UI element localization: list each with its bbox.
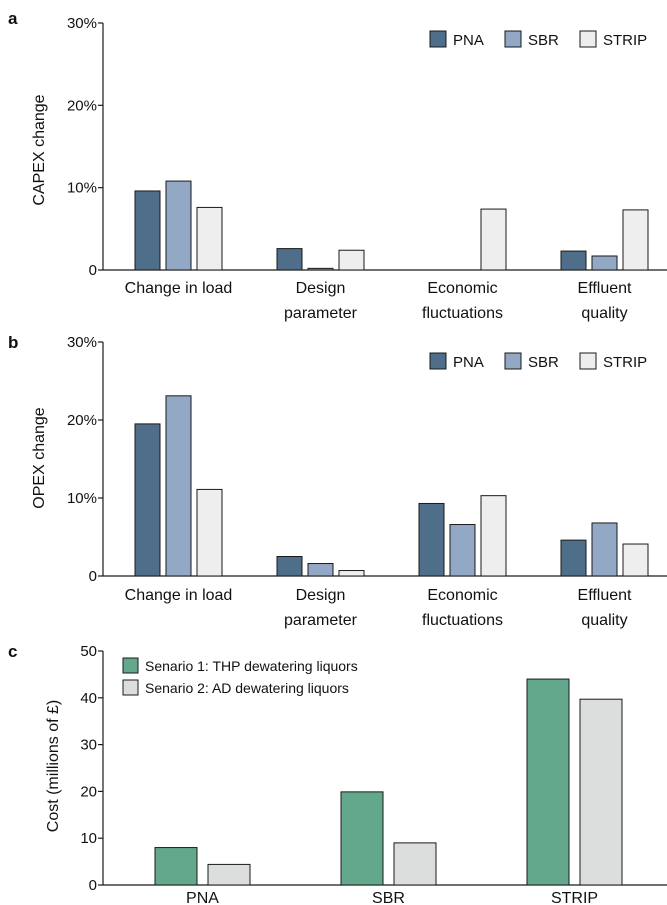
y-tick-label: 10% <box>67 490 97 507</box>
y-tick-label: 30 <box>80 737 97 754</box>
legend-swatch <box>429 352 447 370</box>
y-tick-label: 20% <box>67 412 97 429</box>
bar-strip-economic-fluctuations <box>480 208 507 271</box>
legend-swatch <box>504 352 522 370</box>
x-category-label: Change in load <box>125 587 233 604</box>
bar-strip-effluent-quality <box>622 209 649 271</box>
x-category-label: SBR <box>372 890 405 905</box>
bar-sbr-change-in-load <box>165 395 192 577</box>
x-category-label: Economic <box>427 280 497 297</box>
x-category-label: Design <box>296 587 346 604</box>
bar-sbr-effluent-quality <box>591 255 618 271</box>
bar-pna-economic-fluctuations <box>418 502 445 577</box>
y-tick-label: 30% <box>67 334 97 351</box>
y-tick-label: 10% <box>67 180 97 197</box>
bar-senario-2-strip <box>579 698 623 886</box>
y-tick-label: 0 <box>89 877 97 894</box>
legend-label: SBR <box>528 32 559 49</box>
bar-sbr-effluent-quality <box>591 522 618 577</box>
legend-swatch <box>579 352 597 370</box>
bar-senario-1-strip <box>526 678 570 886</box>
x-category-label: parameter <box>284 612 358 629</box>
bar-senario-2-pna <box>207 863 251 886</box>
bar-sbr-economic-fluctuations <box>449 524 476 577</box>
x-category-label: fluctuations <box>422 612 503 629</box>
x-category-label: PNA <box>186 890 219 905</box>
legend-label: Senario 1: THP dewatering liquors <box>145 658 358 674</box>
y-tick-label: 0 <box>89 568 97 585</box>
bar-strip-design-parameter <box>338 570 365 577</box>
bar-pna-effluent-quality <box>560 250 587 271</box>
legend: PNA SBR STRIP <box>429 352 647 371</box>
bar-pna-change-in-load <box>134 190 161 271</box>
x-category-label: Effluent <box>578 587 633 604</box>
bar-sbr-design-parameter <box>307 267 334 271</box>
x-category-label: Economic <box>427 587 497 604</box>
y-tick-label: 20% <box>67 97 97 114</box>
legend-swatch <box>504 30 522 48</box>
y-tick-label: 40 <box>80 690 97 707</box>
legend-label: SBR <box>528 354 559 371</box>
legend-label: PNA <box>453 32 484 49</box>
bar-strip-change-in-load <box>196 206 223 271</box>
y-tick-label: 30% <box>67 15 97 32</box>
legend: Senario 1: THP dewatering liquors Senario… <box>122 657 358 696</box>
x-category-label: Change in load <box>125 280 233 297</box>
legend-label: Senario 2: AD dewatering liquors <box>145 680 349 696</box>
opex-y-axis-label: OPEX change <box>31 407 48 509</box>
y-tick-label: 50 <box>80 643 97 660</box>
legend-label: STRIP <box>603 354 647 371</box>
panel-b-opex-chart: b OPEX change 0 10% 20% 30% Change in load De… <box>8 333 667 629</box>
x-category-label: Effluent <box>578 280 633 297</box>
panel-b-letter: b <box>8 333 18 352</box>
legend-swatch <box>122 679 139 696</box>
x-category-label: fluctuations <box>422 305 503 322</box>
legend-swatch <box>429 30 447 48</box>
bar-pna-design-parameter <box>276 248 303 271</box>
bar-pna-design-parameter <box>276 556 303 577</box>
bar-sbr-design-parameter <box>307 563 334 577</box>
x-category-label: Design <box>296 280 346 297</box>
panel-a-letter: a <box>8 9 18 28</box>
y-tick-label: 0 <box>89 262 97 279</box>
y-tick-label: 20 <box>80 783 97 800</box>
cost-y-axis-label: Cost (millions of £) <box>45 700 62 832</box>
bar-strip-effluent-quality <box>622 543 649 577</box>
bar-senario-2-sbr <box>393 842 437 886</box>
legend-swatch <box>122 657 139 674</box>
x-category-label: quality <box>581 612 627 629</box>
y-tick-label: 10 <box>80 830 97 847</box>
bar-strip-change-in-load <box>196 488 223 577</box>
bar-senario-1-pna <box>154 847 198 886</box>
bar-strip-design-parameter <box>338 249 365 271</box>
panel-c-cost-chart: c Cost (millions of £) 0 10 20 30 40 50 PNA SBR… <box>8 642 667 905</box>
x-category-label: parameter <box>284 305 358 322</box>
bar-senario-1-sbr <box>340 791 384 886</box>
panel-a-capex-chart: a CAPEX change 0 10% 20% 30% Change in load D… <box>8 9 667 322</box>
legend-swatch <box>579 30 597 48</box>
bar-pna-effluent-quality <box>560 539 587 577</box>
panel-c-letter: c <box>8 642 17 661</box>
legend-label: STRIP <box>603 32 647 49</box>
capex-y-axis-label: CAPEX change <box>31 94 48 205</box>
x-category-label: STRIP <box>551 890 598 905</box>
x-category-label: quality <box>581 305 627 322</box>
legend: PNA SBR STRIP <box>429 30 647 49</box>
bar-sbr-change-in-load <box>165 180 192 271</box>
bar-pna-change-in-load <box>134 423 161 577</box>
bar-strip-economic-fluctuations <box>480 495 507 577</box>
legend-label: PNA <box>453 354 484 371</box>
